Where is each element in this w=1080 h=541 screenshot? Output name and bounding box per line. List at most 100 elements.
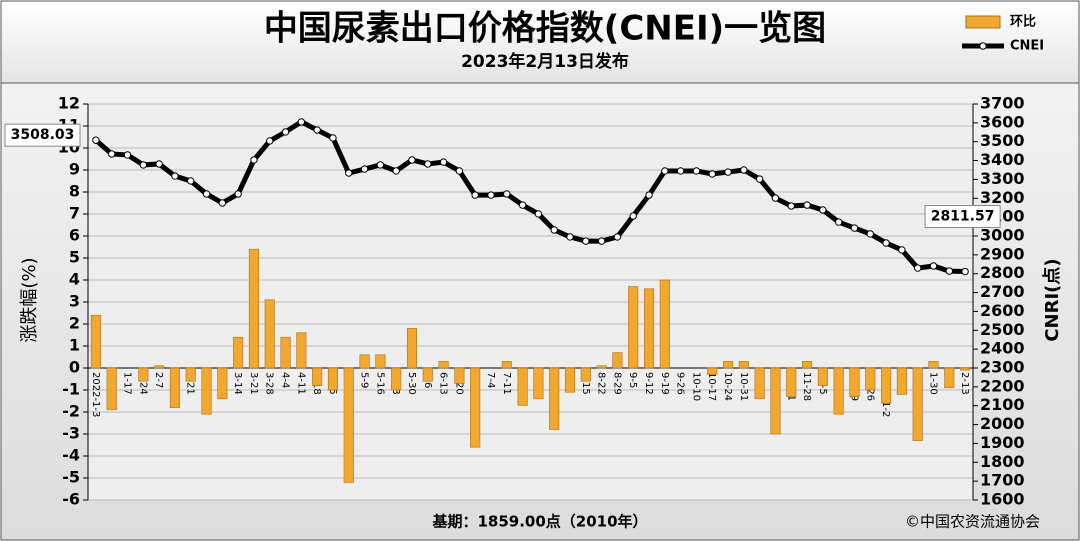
line-marker xyxy=(740,166,748,174)
bar xyxy=(770,367,781,435)
y-tick-label: 5 xyxy=(69,248,80,267)
y2-tick-label: 1700 xyxy=(980,471,1025,490)
x-tick-label: 2-21 xyxy=(185,372,196,395)
bar xyxy=(707,367,718,375)
x-tick-label: 9-19 xyxy=(659,372,670,395)
bar xyxy=(343,367,354,483)
line-marker xyxy=(866,230,874,238)
legend-label: CNEI xyxy=(1010,39,1044,54)
bar xyxy=(169,367,180,408)
y2-tick-label: 2300 xyxy=(980,358,1025,377)
bar xyxy=(960,367,971,371)
chart-title: 中国尿素出口价格指数(CNEI)一览图 xyxy=(264,9,826,49)
y-tick-label: -5 xyxy=(62,468,80,487)
y2-axis-title: CNRI(点) xyxy=(1041,258,1063,341)
legend-swatch xyxy=(979,42,987,50)
footer-note: 基期：1859.00点（2010年） xyxy=(431,513,647,531)
bar xyxy=(248,248,259,369)
y-tick-label: 7 xyxy=(69,204,80,223)
y2-tick-label: 2700 xyxy=(980,282,1025,301)
line-marker xyxy=(708,170,716,178)
line-marker xyxy=(692,167,701,175)
y-tick-label: 0 xyxy=(69,358,80,377)
y-tick-label: -3 xyxy=(62,424,80,443)
x-tick-label: 3-21 xyxy=(248,372,259,395)
line-marker xyxy=(929,262,938,270)
x-tick-label: 4-11 xyxy=(295,372,306,395)
line-marker xyxy=(155,160,163,168)
y-tick-label: 6 xyxy=(69,226,80,245)
y2-tick-label: 2000 xyxy=(980,414,1025,433)
line-marker xyxy=(424,160,432,168)
bar xyxy=(786,367,797,397)
line-marker xyxy=(108,150,116,158)
line-marker xyxy=(487,191,495,199)
line-marker xyxy=(534,210,543,218)
x-tick-label: 8-15 xyxy=(580,372,591,395)
bar xyxy=(580,367,591,382)
bar xyxy=(312,367,323,386)
line-marker xyxy=(597,237,606,245)
x-tick-label: 2022-1-3 xyxy=(90,372,101,417)
bar xyxy=(564,367,576,393)
y2-tick-label: 3200 xyxy=(980,188,1025,207)
x-tick-label: 7-11 xyxy=(501,372,512,395)
y2-tick-label: 3700 xyxy=(980,94,1025,113)
bar xyxy=(106,367,117,411)
y2-tick-label: 3500 xyxy=(980,131,1025,150)
line-marker xyxy=(771,194,780,202)
x-tick-label: 8-22 xyxy=(596,372,607,395)
line-marker xyxy=(455,167,464,175)
value-label: 2811.57 xyxy=(931,209,995,225)
bar xyxy=(391,367,402,391)
y-tick-label: -6 xyxy=(62,490,80,509)
y-tick-label: 2 xyxy=(69,314,80,333)
line-marker xyxy=(566,233,574,241)
bar xyxy=(596,365,607,369)
line-marker xyxy=(850,224,859,232)
bar xyxy=(406,328,418,369)
y-axis-title: 涨跌幅(%) xyxy=(19,257,40,342)
x-tick-label: 2-7 xyxy=(153,372,164,388)
footer-credit: ©中国农资流通协会 xyxy=(905,513,1040,531)
bar xyxy=(422,367,433,382)
bar xyxy=(833,367,844,415)
line-marker xyxy=(360,165,369,173)
line-marker xyxy=(345,169,353,177)
line-marker xyxy=(819,206,827,214)
bar xyxy=(533,367,544,400)
line-marker xyxy=(187,177,195,185)
y-tick-label: -2 xyxy=(62,402,80,421)
bar xyxy=(264,299,275,369)
y2-tick-label: 3400 xyxy=(980,150,1025,169)
line-marker xyxy=(913,264,922,272)
y2-tick-label: 3600 xyxy=(980,112,1025,131)
bar xyxy=(659,279,670,369)
chart-subtitle: 2023年2月13日发布 xyxy=(461,51,629,72)
line-marker xyxy=(676,167,685,175)
line-marker xyxy=(834,218,843,226)
y-tick-label: 9 xyxy=(69,160,80,179)
bar xyxy=(470,367,481,448)
line-marker xyxy=(550,226,558,234)
line-marker xyxy=(139,161,148,169)
legend-label: 环比 xyxy=(1010,14,1036,30)
line-marker xyxy=(629,212,637,220)
line-marker xyxy=(171,172,179,180)
bar xyxy=(517,367,528,406)
y-tick-label: 3 xyxy=(69,292,80,311)
y2-tick-label: 2200 xyxy=(980,376,1025,395)
line-marker xyxy=(234,190,242,198)
x-tick-label: 4-4 xyxy=(280,372,291,388)
bar xyxy=(233,336,244,369)
header xyxy=(0,0,1080,84)
x-tick-label: 10-10 xyxy=(690,372,701,401)
bar xyxy=(375,354,386,369)
x-tick-label: 9-5 xyxy=(627,372,638,388)
line-marker xyxy=(392,167,400,175)
bar xyxy=(912,367,923,441)
value-label: 3508.03 xyxy=(11,127,75,143)
bar xyxy=(865,367,876,391)
line-marker xyxy=(882,239,890,247)
line-marker xyxy=(961,267,969,276)
